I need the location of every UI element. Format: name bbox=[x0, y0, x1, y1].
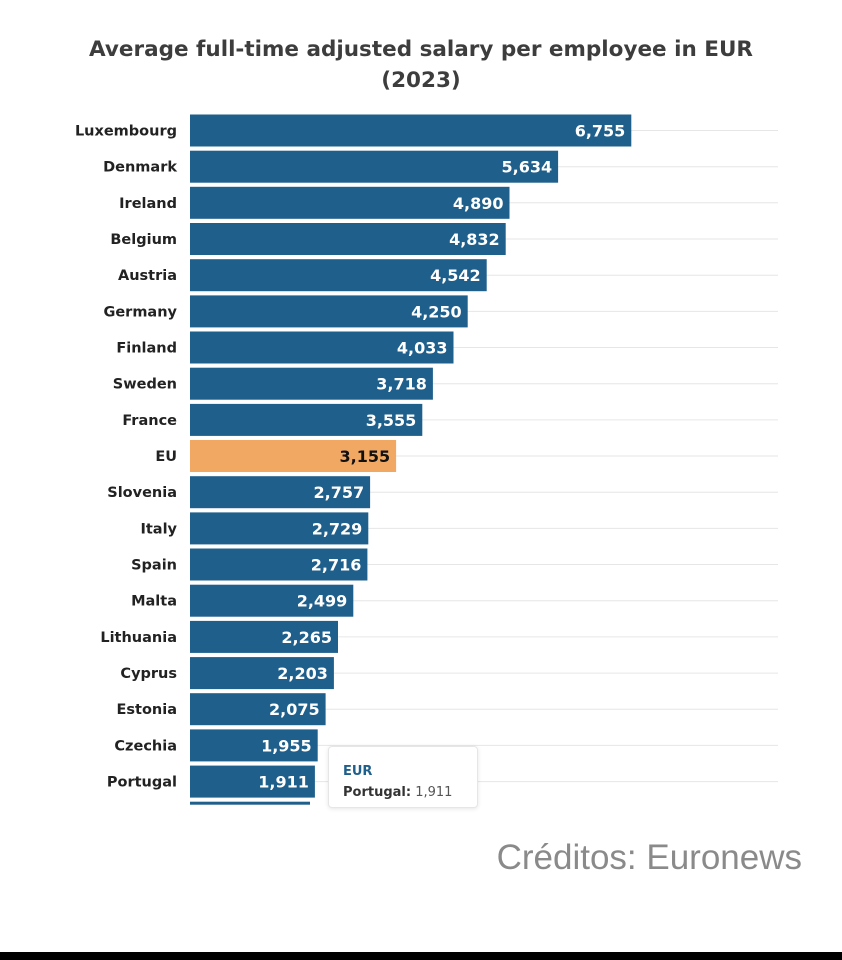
chart-title-line-1: Average full-time adjusted salary per em… bbox=[89, 37, 753, 62]
bar-chart: 6,755 Luxembourg 5,634 Denmark 4,890 Ireland 4… bbox=[75, 114, 778, 805]
tooltip-category: Portugal: bbox=[343, 785, 412, 800]
bar-value-label: 1,911 bbox=[258, 773, 309, 792]
tooltip-row: Portugal: 1,911 bbox=[343, 783, 477, 803]
bar-value-label: 2,203 bbox=[277, 664, 328, 683]
category-label: Malta bbox=[131, 594, 177, 610]
bar-value-label: 2,716 bbox=[311, 556, 362, 575]
category-label: Belgium bbox=[110, 232, 177, 248]
bar-value-label: 3,555 bbox=[366, 411, 417, 430]
bar-luxembourg bbox=[190, 114, 632, 147]
bar-value-label: 6,755 bbox=[575, 122, 626, 141]
bar-ireland bbox=[190, 186, 510, 219]
category-label: Lithuania bbox=[100, 630, 177, 646]
category-label: Austria bbox=[118, 268, 177, 284]
bar-value-label: 2,729 bbox=[312, 519, 363, 538]
bar-value-label: 4,832 bbox=[449, 230, 500, 249]
category-label: France bbox=[122, 413, 177, 429]
bar-sweden bbox=[190, 367, 433, 400]
category-label: Slovenia bbox=[107, 485, 177, 501]
category-label: Portugal bbox=[107, 775, 177, 791]
category-label: Estonia bbox=[116, 702, 177, 718]
bar-estonia bbox=[190, 693, 326, 726]
category-label: Sweden bbox=[113, 377, 177, 393]
bar-value-label: 4,250 bbox=[411, 302, 462, 321]
bar-cropped bbox=[190, 801, 310, 805]
bar-austria bbox=[190, 259, 487, 292]
bar-germany bbox=[190, 295, 468, 328]
bar-france bbox=[190, 403, 423, 436]
bar-lithuania bbox=[190, 620, 338, 653]
bar-value-label: 5,634 bbox=[501, 158, 552, 177]
category-label: Denmark bbox=[103, 160, 177, 176]
bar-cyprus bbox=[190, 657, 334, 690]
bar-value-label: 3,718 bbox=[376, 375, 427, 394]
category-label: Italy bbox=[140, 521, 177, 537]
credits-caption: Créditos: Euronews bbox=[496, 838, 802, 877]
category-label: Luxembourg bbox=[75, 124, 177, 140]
bar-value-label: 3,155 bbox=[339, 447, 390, 466]
category-label: Czechia bbox=[114, 738, 177, 754]
category-label: Spain bbox=[131, 558, 177, 574]
bar-belgium bbox=[190, 223, 506, 255]
tooltip-value: 1,911 bbox=[415, 785, 453, 800]
bar-value-label: 4,033 bbox=[397, 339, 448, 358]
category-label: Germany bbox=[103, 304, 177, 320]
chart-title-line-2: (2023) bbox=[381, 68, 461, 93]
bar-spain bbox=[190, 548, 368, 581]
bar-finland bbox=[190, 331, 454, 364]
bar-value-label: 2,075 bbox=[269, 700, 320, 719]
bar-value-label: 4,542 bbox=[430, 266, 481, 285]
bar-italy bbox=[190, 512, 369, 545]
chart-tooltip: EUR Portugal: 1,911 bbox=[328, 746, 478, 808]
bar-eu bbox=[190, 440, 397, 472]
bar-value-label: 4,890 bbox=[453, 194, 504, 213]
category-label: Finland bbox=[116, 341, 177, 357]
bar-portugal bbox=[190, 765, 315, 798]
bar-value-label: 1,955 bbox=[261, 736, 312, 755]
chart-title: Average full-time adjusted salary per em… bbox=[0, 34, 842, 96]
bar-slovenia bbox=[190, 476, 371, 509]
bottom-border bbox=[0, 952, 842, 960]
bar-czechia bbox=[190, 729, 318, 762]
tooltip-series-name: EUR bbox=[343, 764, 373, 779]
category-label: Ireland bbox=[119, 196, 177, 212]
bar-denmark bbox=[190, 150, 559, 183]
bar-value-label: 2,265 bbox=[281, 628, 332, 647]
category-label: EU bbox=[155, 449, 177, 465]
bar-value-label: 2,499 bbox=[297, 592, 348, 611]
bar-value-label: 2,757 bbox=[313, 483, 364, 502]
bar-malta bbox=[190, 584, 354, 617]
category-label: Cyprus bbox=[120, 666, 177, 682]
